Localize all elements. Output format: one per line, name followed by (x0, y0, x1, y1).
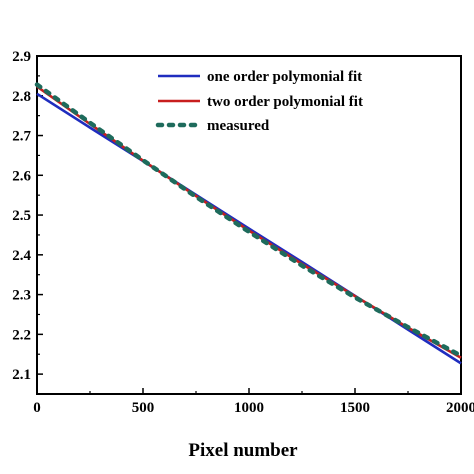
y-tick-label: 2.1 (12, 367, 31, 383)
y-tick-label: 2.9 (12, 49, 31, 65)
y-tick-label: 2.8 (12, 89, 31, 105)
x-tick-label: 1000 (234, 400, 264, 416)
y-tick-label: 2.7 (12, 129, 31, 145)
series-layer (34, 82, 464, 365)
axis-ticks: 0 500 1000 1500 2000 2.1 2.2 2.3 2.4 2.5 2.6 2.7 2.8… (12, 49, 474, 416)
y-tick-label: 2.5 (12, 208, 31, 224)
y-tick-label: 2.2 (12, 327, 31, 343)
x-tick-label: 500 (132, 400, 155, 416)
y-tick-label: 2.3 (12, 288, 31, 304)
x-axis-title: Pixel number (188, 440, 298, 461)
x-tick-label: 0 (33, 400, 41, 416)
y-tick-label: 2.6 (12, 168, 31, 184)
y-tick-label: 2.4 (12, 248, 31, 264)
x-tick-label: 1500 (340, 400, 370, 416)
series-line-3 (34, 82, 464, 359)
legend-label-3: measured (207, 118, 270, 134)
x-tick-label: 2000 (446, 400, 474, 416)
legend: one order polymonial fit two order polymo… (155, 69, 363, 134)
legend-label-1: one order polymonial fit (207, 69, 362, 85)
legend-label-2: two order polymonial fit (207, 94, 363, 110)
